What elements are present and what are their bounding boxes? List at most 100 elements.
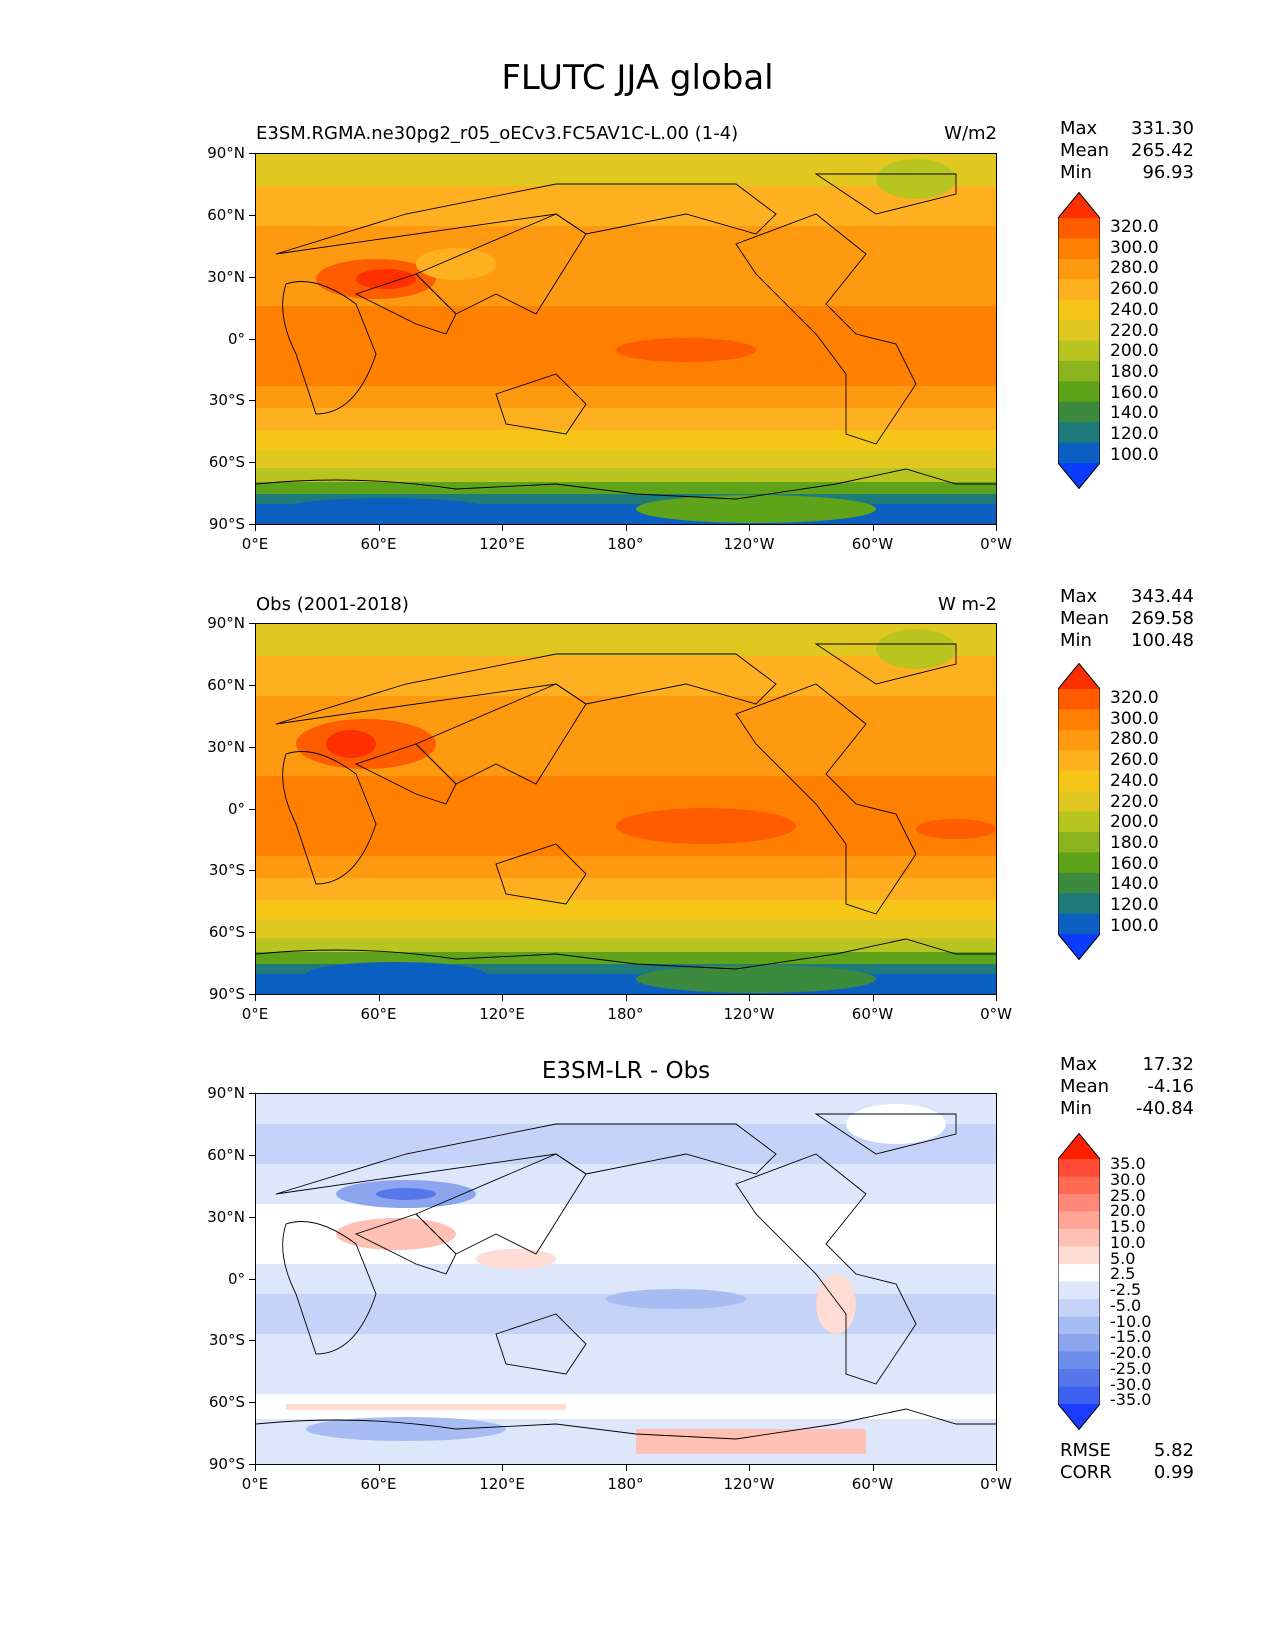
colorbar-tick-label: -20.0 (1110, 1343, 1152, 1362)
x-tick-label: 60°E (360, 1005, 397, 1023)
colorbar-segment (1058, 442, 1100, 464)
panel2-max-value: 343.44 (1131, 586, 1194, 607)
colorbar-tick-label: 5.0 (1110, 1248, 1136, 1268)
y-tick-mark (249, 214, 255, 216)
panel2-mean-value: 269.58 (1131, 608, 1194, 629)
colorbar-segment (1058, 238, 1100, 260)
colorbar-tick-label: 120.0 (1110, 895, 1159, 915)
x-tick-label: 60°W (851, 1005, 894, 1023)
colorbar-segment (1058, 1351, 1100, 1370)
x-tick-label: 0°W (980, 1005, 1012, 1023)
colorbar-tick-label: 15.0 (1110, 1217, 1146, 1236)
y-tick-mark (249, 1464, 255, 1465)
colorbar-segment (1058, 299, 1100, 321)
colorbar-segment (1058, 709, 1100, 731)
y-tick-label: 60°S (208, 923, 245, 942)
colorbar-segment (1058, 1281, 1100, 1300)
colorbar-segment (1058, 422, 1100, 444)
colorbar-tick-label: 100.0 (1110, 444, 1159, 465)
panel1-mean-value: 265.42 (1131, 140, 1194, 161)
x-tick-mark (625, 525, 627, 531)
colorbar-segment (1058, 852, 1100, 874)
colorbar-segment (1058, 360, 1100, 382)
colorbar-extend-top (1058, 663, 1100, 689)
colorbar-tick-label: 180.0 (1110, 832, 1159, 853)
panel3-map (255, 1093, 997, 1465)
panel2-map (255, 623, 997, 995)
y-tick-label: 90°N (207, 144, 245, 162)
panel2-map-svg (256, 624, 996, 994)
y-tick-label: 30°N (207, 1207, 245, 1226)
colorbar-segment (1058, 218, 1100, 239)
x-tick-label: 60°E (360, 535, 397, 553)
x-tick-label: 120°W (723, 535, 775, 553)
panel3-max-label: Max (1060, 1054, 1098, 1075)
y-tick-mark (249, 153, 255, 154)
x-tick-mark (502, 1465, 503, 1471)
panel2-colorbar (1057, 662, 1101, 961)
panel3-metrics: RMSE 5.82 CORR 0.99 (1060, 1440, 1194, 1484)
x-tick-mark (378, 525, 380, 531)
y-tick-label: 0° (227, 329, 245, 348)
panel1-map (255, 153, 997, 525)
panel1-left-title: E3SM.RGMA.ne30pg2_r05_oECv3.FC5AV1C-L.00… (256, 123, 739, 144)
colorbar-tick-label: 25.0 (1110, 1185, 1146, 1205)
colorbar-extend-top (1058, 1133, 1100, 1159)
y-tick-mark (249, 1402, 255, 1404)
x-tick-label: 0°E (241, 1475, 269, 1493)
panel2-mean-label: Mean (1060, 608, 1110, 629)
colorbar-segment (1058, 1176, 1100, 1195)
y-tick-label: 90°N (207, 1084, 245, 1102)
panel2-min-label: Min (1060, 630, 1092, 651)
x-tick-label: 120°E (479, 1005, 525, 1023)
colorbar-segment (1058, 1334, 1100, 1352)
colorbar-tick-label: -15.0 (1110, 1327, 1152, 1347)
y-tick-mark (249, 808, 255, 810)
x-tick-mark (749, 995, 750, 1001)
colorbar-extend-top (1058, 192, 1100, 218)
colorbar-extend-bottom (1058, 934, 1100, 960)
y-tick-mark (249, 870, 255, 872)
colorbar-tick-label: 220.0 (1110, 791, 1159, 812)
panel1-max-label: Max (1060, 118, 1098, 139)
colorbar-segment (1058, 258, 1100, 280)
y-tick-label: 60°N (207, 205, 245, 224)
colorbar-segment (1058, 1264, 1100, 1282)
y-tick-mark (249, 276, 255, 278)
colorbar-tick-label: -35.0 (1110, 1390, 1152, 1410)
colorbar-segment (1058, 1299, 1100, 1317)
colorbar-tick-label: 160.0 (1110, 853, 1159, 874)
colorbar-tick-label: -5.0 (1110, 1295, 1142, 1315)
y-tick-mark (249, 524, 255, 525)
colorbar-segment (1058, 1316, 1100, 1335)
colorbar-tick-label: 30.0 (1110, 1169, 1146, 1189)
x-tick-mark (255, 525, 256, 531)
x-tick-label: 180° (607, 535, 644, 553)
x-tick-mark (378, 995, 380, 1001)
y-tick-label: 30°S (208, 391, 245, 410)
colorbar-tick-label: 180.0 (1110, 361, 1159, 382)
y-tick-label: 60°S (208, 453, 245, 472)
y-tick-mark (249, 684, 255, 686)
colorbar-segment (1058, 1229, 1100, 1247)
colorbar-tick-label: -30.0 (1110, 1374, 1152, 1394)
x-tick-mark (872, 1465, 874, 1471)
x-tick-label: 0°E (241, 535, 269, 553)
colorbar-tick-label: 140.0 (1110, 403, 1159, 424)
colorbar-tick-label: 10.0 (1110, 1232, 1146, 1252)
panel2-stats: Max 343.44 Mean 269.58 Min 100.48 (1060, 586, 1194, 652)
figure-title: FLUTC JJA global (501, 58, 774, 98)
y-tick-label: 90°S (208, 985, 245, 1003)
y-tick-label: 30°S (208, 861, 245, 880)
panel3-max-value: 17.32 (1142, 1054, 1194, 1075)
y-tick-mark (249, 338, 255, 340)
corr-value: 0.99 (1153, 1462, 1194, 1483)
colorbar-segment (1058, 1211, 1100, 1230)
colorbar-tick-label: 260.0 (1110, 279, 1159, 300)
x-tick-mark (749, 1465, 750, 1471)
panel3-map-svg (256, 1094, 996, 1464)
y-tick-label: 60°N (207, 1145, 245, 1164)
x-tick-mark (996, 525, 997, 531)
x-tick-mark (625, 995, 627, 1001)
colorbar-tick-label: -10.0 (1110, 1311, 1152, 1331)
